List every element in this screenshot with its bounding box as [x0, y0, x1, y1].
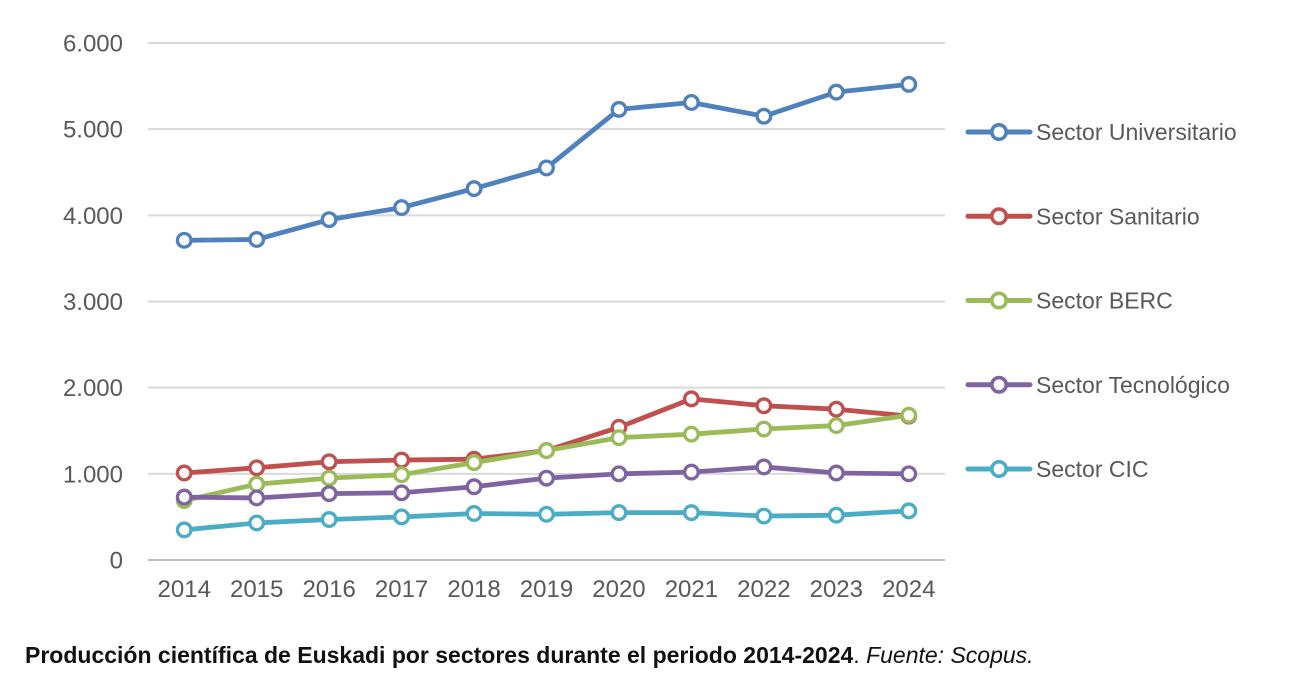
data-point-sector-universitario-2020: [610, 100, 628, 118]
chart-caption: Producción científica de Euskadi por sec…: [25, 642, 1034, 669]
y-axis-label-3000: 3.000: [63, 289, 123, 316]
data-point-sector-universitario-2018: [465, 180, 483, 198]
x-axis-label-2018: 2018: [447, 576, 500, 603]
x-axis-label-2024: 2024: [882, 576, 935, 603]
y-axis-label-2000: 2.000: [63, 375, 123, 402]
data-point-sector-cic-2015: [248, 514, 266, 532]
data-point-sector-tecnologico-2016: [320, 485, 338, 503]
legend-label-sector-berc: Sector BERC: [1036, 288, 1173, 314]
caption-source: Fuente: Scopus.: [866, 642, 1034, 668]
data-point-sector-sanitario-2023: [827, 400, 845, 418]
legend-marker-circle-sector-cic: [989, 459, 1008, 478]
y-axis-label-4000: 4.000: [63, 203, 123, 230]
data-point-sector-sanitario-2017: [393, 451, 411, 469]
data-point-sector-cic-2023: [827, 506, 845, 524]
data-point-sector-tecnologico-2023: [827, 464, 845, 482]
data-point-sector-universitario-2021: [682, 94, 700, 111]
data-point-sector-cic-2018: [465, 505, 483, 522]
data-point-sector-tecnologico-2019: [538, 469, 555, 487]
data-point-sector-sanitario-2021: [682, 390, 700, 408]
data-point-sector-berc-2015: [248, 475, 266, 493]
legend-marker-circle-sector-berc: [989, 291, 1008, 310]
data-point-sector-berc-2020: [610, 429, 628, 447]
data-point-sector-berc-2023: [827, 417, 845, 435]
y-axis-label-5000: 5.000: [63, 117, 123, 144]
data-point-sector-universitario-2023: [827, 83, 845, 101]
data-point-sector-berc-2024: [900, 406, 918, 424]
x-axis-label-2022: 2022: [737, 576, 790, 603]
caption-separator: .: [853, 642, 867, 668]
data-point-sector-universitario-2015: [248, 231, 266, 248]
data-point-sector-tecnologico-2015: [248, 489, 266, 507]
data-point-sector-sanitario-2014: [175, 464, 193, 482]
legend-marker-circle-sector-universitario: [989, 123, 1008, 142]
x-axis-label-2021: 2021: [665, 576, 718, 603]
y-axis-label-0: 0: [110, 548, 123, 575]
data-point-sector-berc-2017: [393, 466, 411, 484]
data-point-sector-cic-2021: [682, 504, 700, 522]
legend-marker-circle-sector-tecnologico: [989, 375, 1008, 394]
x-axis-label-2016: 2016: [302, 576, 355, 603]
x-axis-label-2014: 2014: [158, 576, 211, 603]
x-axis-label-2017: 2017: [375, 576, 428, 603]
x-axis-label-2019: 2019: [520, 576, 573, 603]
series-line-sector-sanitario: [181, 396, 912, 476]
legend-label-sector-cic: Sector CIC: [1036, 456, 1148, 482]
data-point-sector-sanitario-2015: [248, 459, 266, 477]
legend-label-sector-sanitario: Sector Sanitario: [1036, 203, 1200, 229]
data-point-sector-cic-2014: [175, 521, 193, 539]
legend-label-sector-universitario: Sector Universitario: [1036, 119, 1237, 145]
data-point-sector-berc-2018: [465, 454, 483, 472]
data-point-sector-tecnologico-2022: [755, 458, 773, 476]
line-chart: 0 1.000 2.000 3.000 4.000 5.000 6.000 2014 2015 2…: [63, 31, 1237, 604]
data-point-sector-cic-2024: [900, 502, 918, 520]
data-point-sector-berc-2022: [755, 420, 773, 438]
data-point-sector-tecnologico-2021: [682, 463, 700, 481]
data-point-sector-cic-2017: [393, 508, 411, 526]
data-point-sector-tecnologico-2024: [900, 465, 918, 483]
data-point-sector-universitario-2014: [175, 231, 193, 249]
data-point-sector-universitario-2017: [393, 199, 411, 217]
data-point-sector-cic-2019: [538, 505, 555, 523]
data-point-sector-universitario-2022: [755, 107, 773, 125]
data-point-sector-tecnologico-2018: [465, 478, 483, 496]
data-point-sector-tecnologico-2014: [175, 488, 193, 506]
x-axis-label-2023: 2023: [810, 576, 863, 603]
data-point-sector-berc-2016: [320, 469, 338, 487]
data-point-sector-tecnologico-2020: [610, 465, 628, 483]
x-axis-label-2020: 2020: [592, 576, 645, 603]
data-point-sector-cic-2022: [755, 507, 773, 525]
data-point-sector-cic-2016: [320, 511, 338, 528]
data-point-sector-universitario-2016: [320, 211, 338, 229]
data-point-sector-sanitario-2022: [755, 397, 773, 415]
data-point-sector-universitario-2024: [900, 75, 918, 93]
data-point-sector-berc-2019: [538, 442, 555, 460]
legend-marker-circle-sector-sanitario: [989, 207, 1008, 226]
data-point-sector-cic-2020: [610, 504, 628, 522]
x-axis-label-2015: 2015: [230, 576, 283, 603]
data-point-sector-universitario-2019: [538, 159, 555, 177]
data-point-sector-berc-2021: [682, 425, 700, 443]
y-axis-label-1000: 1.000: [63, 461, 123, 488]
y-axis-label-6000: 6.000: [63, 31, 123, 58]
caption-title: Producción científica de Euskadi por sec…: [25, 642, 854, 668]
legend-label-sector-tecnologico: Sector Tecnológico: [1036, 372, 1230, 398]
data-point-sector-sanitario-2016: [320, 453, 338, 471]
data-point-sector-tecnologico-2017: [393, 484, 411, 502]
